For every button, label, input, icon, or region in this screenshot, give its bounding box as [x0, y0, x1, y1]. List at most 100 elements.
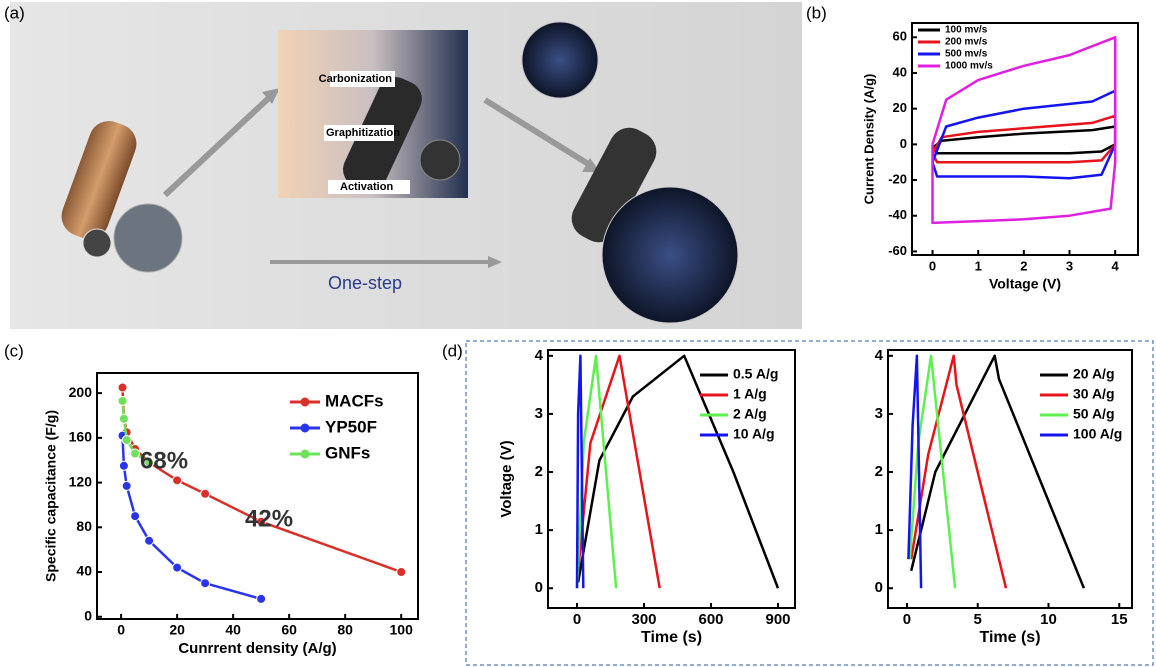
- panel-label: (a): [4, 3, 25, 22]
- zoom-circle: [521, 21, 599, 99]
- marker: [144, 457, 155, 468]
- axes-frame: [547, 349, 796, 609]
- series-line: [909, 354, 1008, 589]
- y-tick-label: 3: [535, 405, 543, 422]
- zoom-circle: [113, 203, 183, 273]
- x-tick-label: 0: [573, 611, 581, 628]
- x-axis-label: Voltage (V): [989, 276, 1061, 292]
- y-tick-label: 200: [69, 384, 93, 400]
- marker: [172, 475, 183, 486]
- x-tick-label: 100: [390, 622, 414, 638]
- x-axis-label: Time (s): [641, 629, 702, 646]
- x-tick-label: 5: [974, 611, 982, 628]
- marker: [200, 578, 211, 589]
- x-tick-label: 1: [975, 258, 982, 273]
- annotation: 68%: [140, 447, 188, 474]
- arrow: [483, 97, 592, 168]
- marker: [121, 435, 132, 446]
- marker: [256, 593, 267, 604]
- legend-marker: [300, 423, 310, 433]
- arrow-head: [488, 256, 502, 268]
- legend-label: 500 mv/s: [945, 49, 988, 60]
- series-line: [121, 387, 402, 574]
- pore-zoom: [601, 186, 739, 324]
- y-tick-label: 120: [69, 473, 93, 489]
- series-line: [908, 354, 957, 589]
- marker: [144, 535, 155, 546]
- x-tick-label: 2: [1020, 258, 1027, 273]
- legend-label: 2 A/g: [733, 406, 767, 422]
- marker: [117, 395, 128, 406]
- marker: [130, 448, 141, 459]
- marker: [117, 382, 128, 393]
- y-tick-label: 0: [84, 607, 92, 623]
- y-tick-label: 160: [69, 429, 93, 445]
- y-tick-label: 1: [535, 521, 543, 538]
- marker: [130, 511, 141, 522]
- legend-label: 100 A/g: [1073, 426, 1122, 442]
- step-label: Graphitization: [326, 127, 400, 139]
- y-tick-label: 40: [76, 563, 92, 579]
- legend-label: 200 mv/s: [945, 37, 988, 48]
- y-tick-label: 3: [875, 405, 883, 422]
- panel-d-frame: [465, 340, 1154, 666]
- series-line: [575, 354, 661, 589]
- legend-label: 10 A/g: [733, 426, 775, 442]
- x-tick-label: 900: [766, 611, 791, 628]
- axes-frame: [911, 22, 1139, 256]
- legend-marker: [300, 449, 310, 459]
- x-tick-label: 60: [281, 622, 297, 638]
- legend-label: 1 A/g: [733, 386, 767, 402]
- legend-label: YP50F: [325, 417, 377, 436]
- x-tick-label: 20: [169, 622, 185, 638]
- marker: [121, 480, 132, 491]
- x-tick-label: 80: [337, 622, 353, 638]
- legend-label: 50 A/g: [1073, 406, 1115, 422]
- panel-label: (b): [806, 3, 827, 22]
- y-tick-label: 1: [875, 521, 883, 538]
- fiber-end: [82, 228, 112, 258]
- y-axis-label: Specific capacitance (F/g): [43, 410, 59, 582]
- axes-frame: [887, 349, 1133, 609]
- x-tick-label: 4: [1112, 258, 1120, 273]
- marker: [172, 562, 183, 573]
- x-tick-label: 3: [1066, 258, 1073, 273]
- panel-label: (d): [442, 341, 463, 360]
- y-tick-label: 4: [535, 347, 544, 364]
- series-line: [576, 354, 780, 589]
- series-line: [575, 354, 618, 589]
- activated-fiber: [571, 127, 657, 243]
- step-tag: [328, 180, 410, 194]
- legend-label: 1000 mv/s: [945, 61, 993, 72]
- route-label: One-step: [328, 273, 402, 293]
- y-axis-label: Current Density (A/g): [861, 74, 876, 205]
- x-tick-label: 600: [699, 611, 724, 628]
- step-tag: [324, 125, 394, 141]
- y-tick-label: 80: [76, 518, 92, 534]
- marker: [118, 413, 129, 424]
- x-axis-label: Cunrrent density (A/g): [178, 640, 336, 657]
- marker: [396, 567, 407, 578]
- legend-label: MACFs: [325, 391, 384, 410]
- series-line: [931, 36, 1117, 225]
- arrow: [162, 92, 275, 198]
- y-tick-label: 0: [900, 136, 907, 151]
- x-tick-label: 0: [929, 258, 936, 273]
- y-tick-label: 20: [893, 100, 907, 115]
- marker: [200, 488, 211, 499]
- y-tick-label: 60: [893, 29, 907, 44]
- arrow-head: [582, 158, 600, 172]
- step-tag: [330, 71, 395, 87]
- carbon-zoom: [419, 139, 461, 181]
- marker: [118, 460, 129, 471]
- series-line: [907, 354, 923, 589]
- y-tick-label: -40: [888, 207, 907, 222]
- wood-fiber: [61, 121, 137, 239]
- x-tick-label: 40: [225, 622, 241, 638]
- x-axis-label: Time (s): [979, 629, 1040, 646]
- step-label: Carbonization: [319, 73, 393, 85]
- series-line: [931, 125, 1117, 155]
- y-axis-label: Voltage (V): [498, 440, 515, 517]
- y-tick-label: 0: [535, 579, 543, 596]
